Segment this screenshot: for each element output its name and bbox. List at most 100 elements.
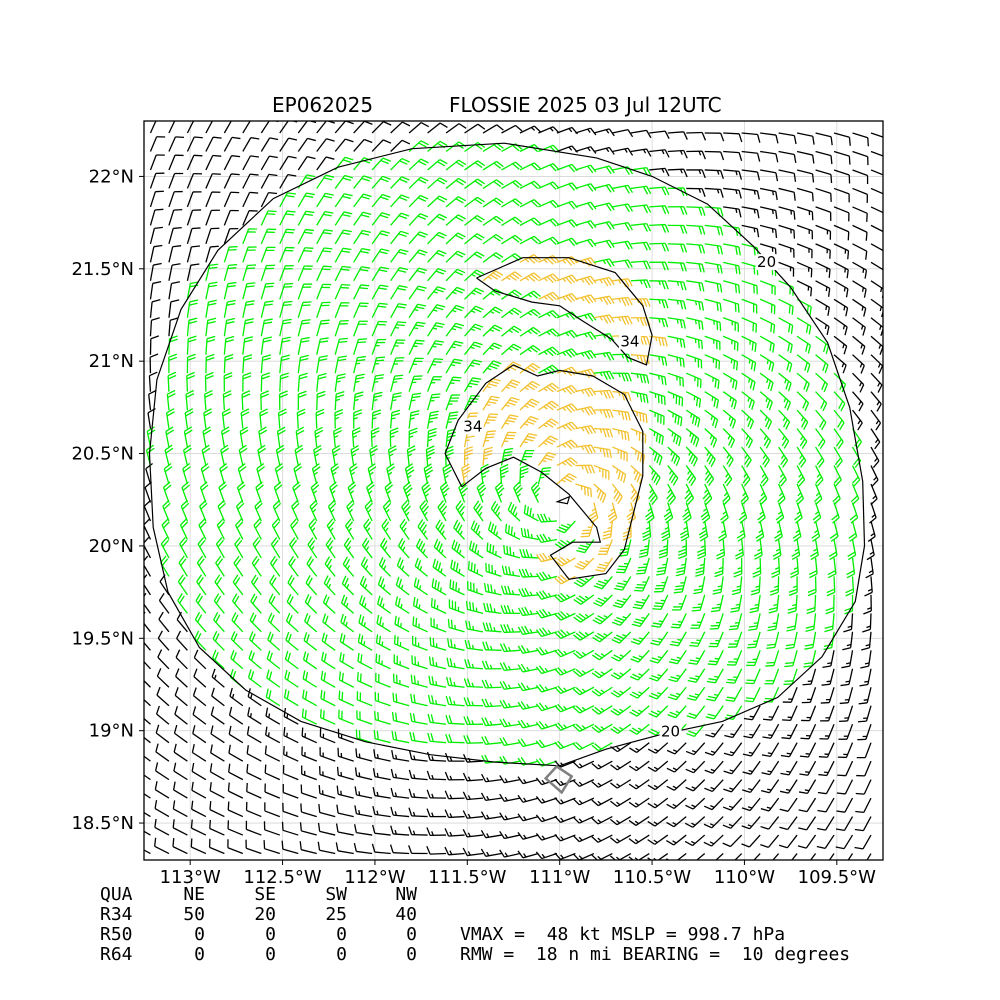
wind-barb [501,216,523,226]
wind-barb [517,719,539,729]
wind-barb [155,705,170,725]
wind-barb [218,481,227,503]
barb-flag-half [543,351,548,355]
barb-staff [339,679,354,688]
barb-flag-full [199,539,206,548]
barb-flag-full [362,229,371,233]
barb-flag-full [264,300,274,303]
barb-flag-full [549,293,557,301]
barb-flag-full [639,317,645,326]
barb-staff [228,752,244,762]
barb-flag-full [224,353,234,358]
wind-barb [595,557,613,573]
barb-flag-half [600,707,605,712]
wind-barb [186,371,196,392]
wind-barb [444,846,465,856]
wind-barb [372,768,391,781]
barb-flag-half [532,513,535,519]
barb-flag-full [458,159,467,166]
barb-staff [246,753,262,762]
barb-flag-full [279,390,288,395]
barb-flag-full [568,238,576,247]
wind-barb [377,576,392,596]
barb-flag-full [651,657,661,662]
wind-barb [251,555,262,577]
barb-staff [353,211,364,226]
barb-flag-full [587,351,594,359]
wind-barb [537,452,557,466]
barb-flag-full [530,292,539,299]
barb-flag-half [351,453,357,457]
barb-flag-full [250,155,259,158]
wind-barb [650,631,669,646]
barb-flag-full [535,666,543,674]
wind-barb [208,838,225,855]
wind-barb [611,465,627,483]
wind-barb [284,650,299,670]
barb-staff [260,192,270,208]
barb-flag-full [203,411,213,417]
wind-barb [302,651,318,670]
barb-staff [337,850,354,855]
barb-flag-full [305,672,309,681]
barb-flag-full [454,271,464,276]
barb-flag-full [448,414,458,417]
barb-staff [176,638,188,651]
barb-flag-full [455,216,464,222]
barb-staff [297,211,307,226]
wind-barb [380,537,392,559]
barb-staff [617,723,632,734]
barb-staff [445,123,460,134]
barb-staff [393,814,410,818]
barb-staff [246,790,262,799]
barb-staff [637,852,650,860]
barb-flag-half [613,488,617,494]
barb-flag-half [389,453,394,457]
wind-barb [154,818,170,836]
wind-barb [591,760,613,770]
wind-barb [200,463,210,485]
barb-flag-full [344,193,353,197]
wind-barb [538,310,560,319]
barb-flag-full [271,518,279,526]
barb-flag-half [407,453,413,457]
barb-flag-full [627,432,630,441]
barb-flag-full [554,595,562,603]
barb-flag-full [335,842,339,851]
barb-staff [603,557,613,572]
barb-flag-half [390,435,395,439]
barb-flag-full [317,841,321,851]
barb-flag-full [345,138,354,143]
barb-flag-full [511,396,520,401]
barb-flag-full [216,518,224,526]
barb-flag-full [470,520,476,529]
barb-flag-full [326,518,334,526]
barb-flag-full [325,577,331,586]
wind-barb [344,518,355,540]
barb-staff [229,714,244,725]
barb-flag-full [276,444,285,451]
barb-flag-full [646,223,652,232]
barb-flag-full [606,371,612,380]
barb-flag-full [318,785,321,794]
barb-staff [251,562,262,577]
wind-barb [629,686,650,699]
barb-flag-full [538,683,546,692]
barb-staff [179,524,189,540]
barb-flag-half [440,549,444,554]
barb-flag-full [165,426,174,432]
barb-flag-half [376,772,379,778]
barb-flag-full [590,294,597,303]
barb-staff [519,308,534,319]
barb-staff [279,357,283,374]
barb-flag-full [624,278,630,287]
chart-title-storm-id: EP062025 [272,93,373,117]
wind-barb [370,427,380,448]
wind-barb [182,463,191,485]
barb-staff [186,320,190,337]
wind-barb [647,779,669,791]
wind-barb [556,421,578,432]
wind-barb [499,680,521,690]
barb-flag-full [364,521,372,529]
wind-barb [573,594,595,605]
